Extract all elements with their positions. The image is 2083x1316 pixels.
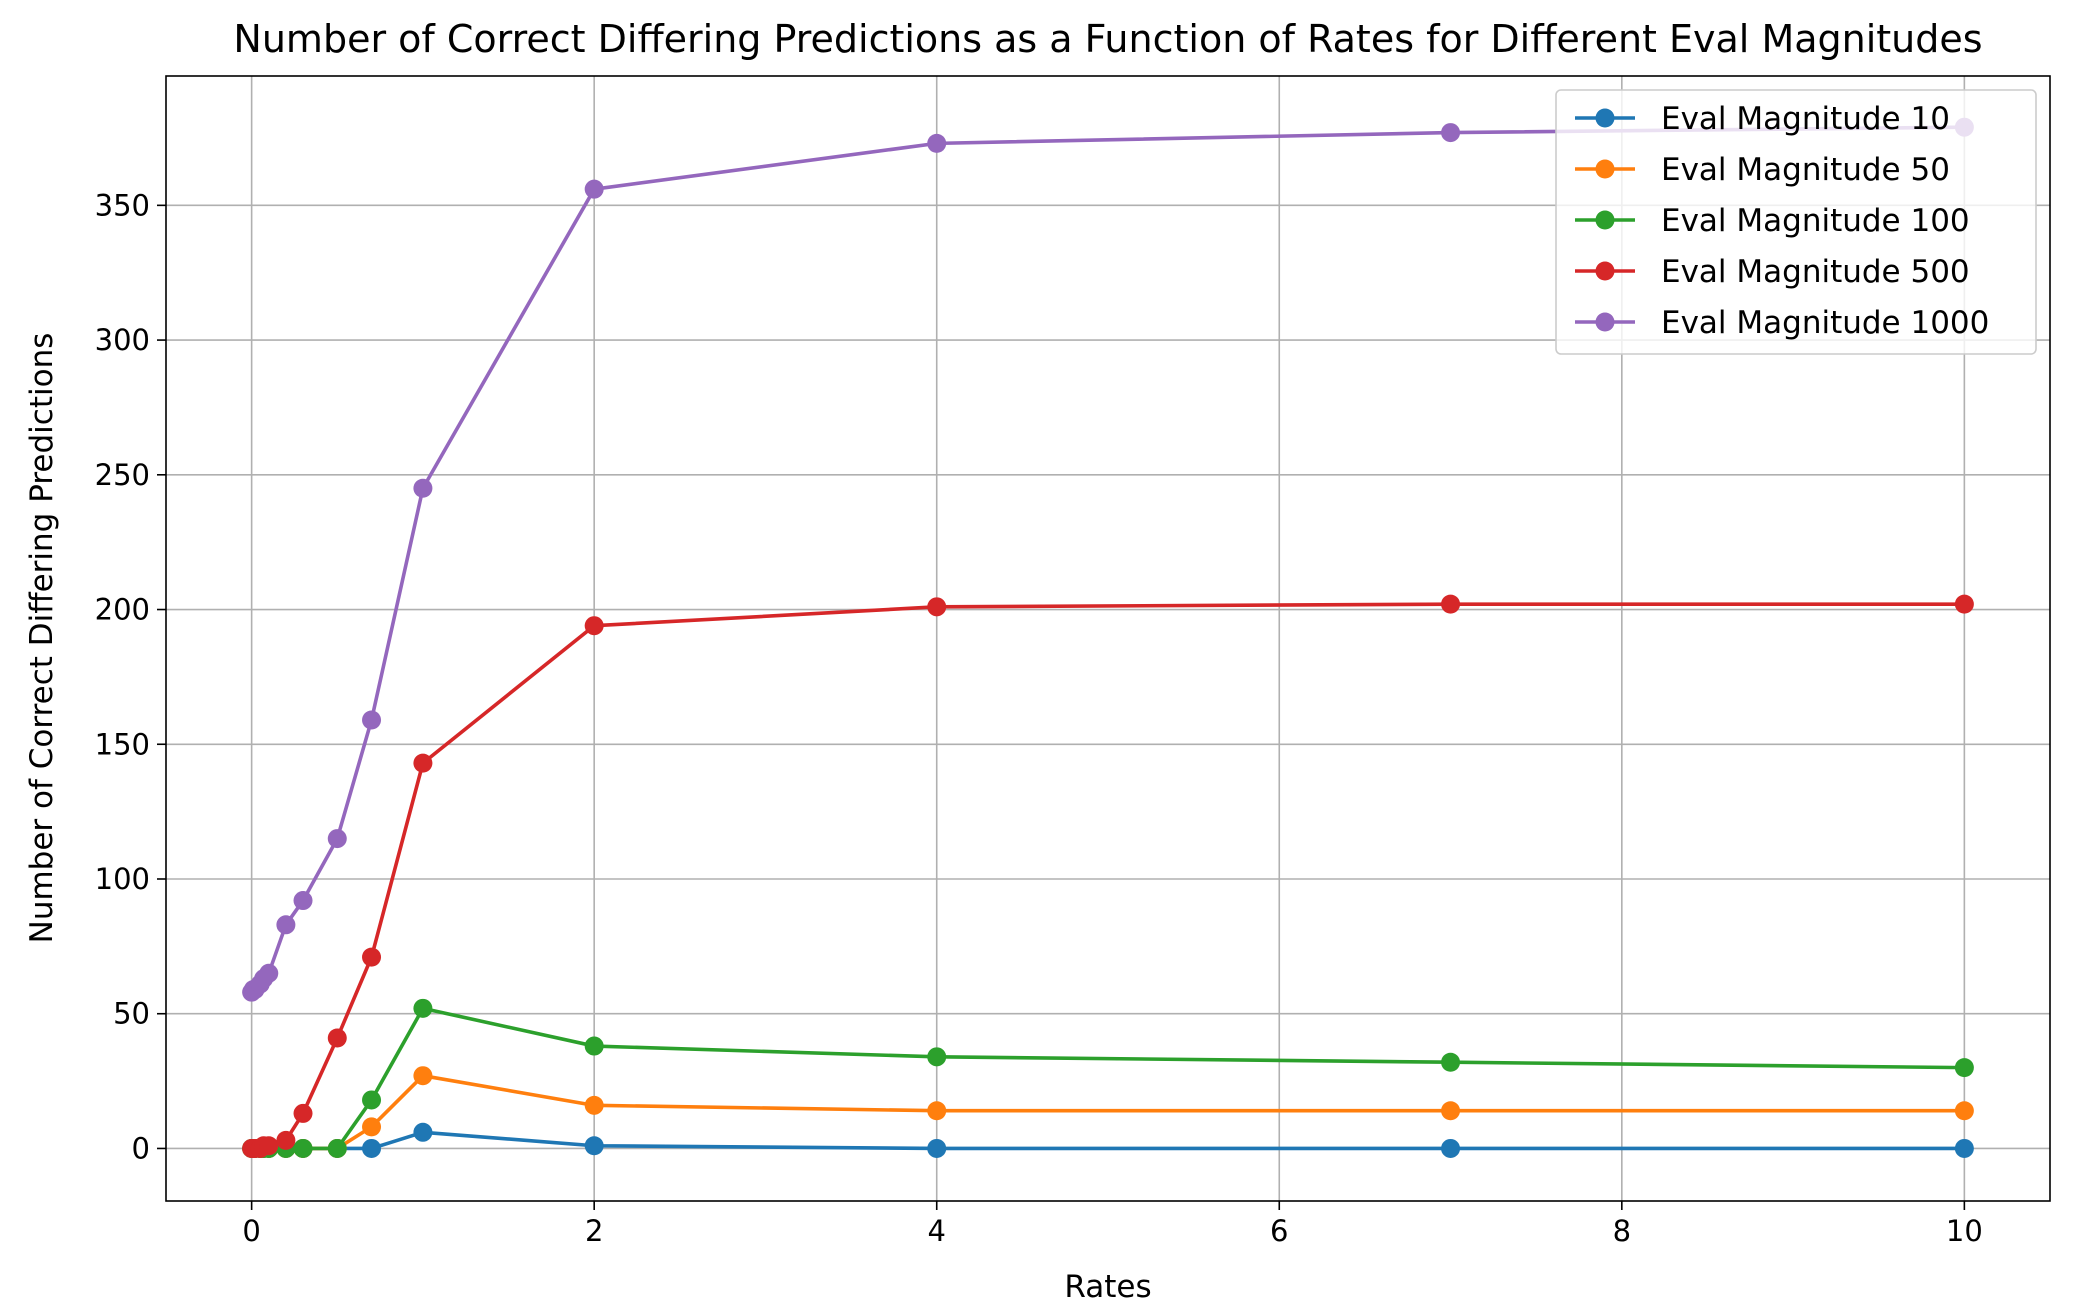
data-point [293, 1103, 313, 1123]
grid-lines [166, 76, 2050, 1201]
data-point [293, 1138, 313, 1158]
data-point [1954, 594, 1974, 614]
x-axis-label: Rates [1064, 1269, 1151, 1305]
y-tick-label: 300 [95, 323, 150, 357]
data-point [1441, 594, 1461, 614]
legend-item: Eval Magnitude 50 [1575, 152, 1950, 188]
legend-label: Eval Magnitude 10 [1661, 101, 1950, 137]
data-point [362, 1138, 382, 1158]
legend-label: Eval Magnitude 100 [1661, 203, 1970, 239]
legend-marker [1595, 159, 1615, 179]
legend-box [1555, 89, 2037, 355]
legend-item: Eval Magnitude 1000 [1575, 305, 1989, 341]
legend-item: Eval Magnitude 10 [1575, 101, 1950, 137]
legend-marker [1595, 108, 1615, 128]
data-point [927, 133, 947, 153]
data-point [1441, 1101, 1461, 1121]
legend-label: Eval Magnitude 1000 [1661, 305, 1989, 341]
x-tick-label: 6 [1270, 1214, 1288, 1248]
x-tick-label: 10 [1946, 1214, 1983, 1248]
x-tick-label: 0 [242, 1214, 260, 1248]
data-point [413, 753, 433, 773]
data-point [327, 1138, 347, 1158]
y-tick-label: 150 [95, 727, 150, 761]
series-3 [242, 594, 1974, 1158]
y-axis-label: Number of Correct Differing Predictions [24, 333, 60, 944]
data-point [276, 1130, 296, 1150]
legend-marker [1595, 261, 1615, 281]
data-point [413, 1122, 433, 1142]
data-point [1441, 123, 1461, 143]
data-point [927, 1138, 947, 1158]
data-point [1441, 1138, 1461, 1158]
series-layer [242, 117, 1974, 1158]
legend-label: Eval Magnitude 50 [1661, 152, 1950, 188]
data-point [927, 1047, 947, 1067]
data-point [362, 710, 382, 730]
legend-marker [1595, 210, 1615, 230]
data-point [584, 1095, 604, 1115]
data-point [584, 1136, 604, 1156]
series-4 [242, 117, 1974, 1002]
legend-item: Eval Magnitude 500 [1575, 254, 1970, 290]
data-point [259, 1136, 279, 1156]
data-point [413, 478, 433, 498]
data-point [584, 1036, 604, 1056]
data-point [362, 947, 382, 967]
legend: Eval Magnitude 10 Eval Magnitude 50 Eval M… [1555, 89, 2037, 355]
x-tick-label: 2 [585, 1214, 603, 1248]
y-tick-label: 0 [132, 1131, 150, 1165]
data-point [276, 915, 296, 935]
data-point [584, 179, 604, 199]
data-point [259, 963, 279, 983]
x-tick-label: 4 [928, 1214, 946, 1248]
chart-title: Number of Correct Differing Predictions … [233, 17, 1982, 61]
data-point [927, 597, 947, 617]
x-tick-label: 8 [1613, 1214, 1631, 1248]
data-point [1441, 1052, 1461, 1072]
legend-item: Eval Magnitude 100 [1575, 203, 1970, 239]
y-tick-label: 350 [95, 188, 150, 222]
data-point [327, 1028, 347, 1048]
data-point [927, 1101, 947, 1121]
plot-frame [165, 75, 2051, 1202]
data-point [1954, 1058, 1974, 1078]
data-point [584, 616, 604, 636]
y-tick-label: 50 [113, 997, 150, 1031]
data-point [362, 1117, 382, 1137]
data-point [327, 829, 347, 849]
y-tick-label: 200 [95, 593, 150, 627]
data-point [1954, 1101, 1974, 1121]
data-point [293, 891, 313, 911]
data-point [1954, 1138, 1974, 1158]
data-point [413, 1066, 433, 1086]
data-point [413, 998, 433, 1018]
legend-marker [1595, 312, 1615, 332]
y-tick-label: 250 [95, 458, 150, 492]
data-point [362, 1090, 382, 1110]
legend-label: Eval Magnitude 500 [1661, 254, 1970, 290]
y-tick-label: 100 [95, 862, 150, 896]
